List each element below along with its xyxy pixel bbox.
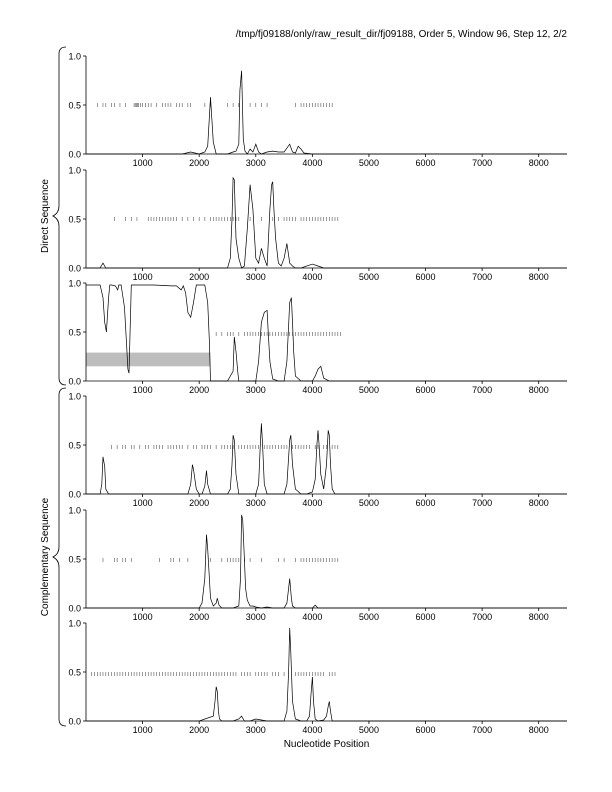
y-tick-label: 0.0: [68, 377, 81, 387]
x-tick-label: 5000: [359, 272, 379, 282]
y-tick-label: 0.5: [68, 668, 81, 678]
x-tick-label: 6000: [416, 725, 436, 735]
x-tick-label: 5000: [359, 498, 379, 508]
x-tick-label: 8000: [529, 158, 549, 168]
y-tick-label: 1.0: [68, 506, 81, 516]
x-tick-label: 8000: [529, 725, 549, 735]
x-tick-label: 6000: [416, 272, 436, 282]
panels: 0.0 0.5 1.0 1000 2000 3000 4000 5000 6000 7000 800…: [68, 52, 567, 750]
y-tick-label: 0.5: [68, 328, 81, 338]
shaded-band: [86, 352, 211, 367]
x-tick-label: 5000: [359, 385, 379, 395]
x-tick-label: 7000: [472, 158, 492, 168]
header-text: /tmp/fj09188/only/raw_result_dir/fj09188…: [236, 29, 568, 40]
panel-4: 0.0 0.5 1.0 1000 2000 3000 4000 5000 6000 7000 800…: [68, 392, 567, 508]
series-line: [86, 423, 567, 495]
y-tick-label: 0.0: [68, 264, 81, 274]
x-tick-label: 2000: [189, 158, 209, 168]
y-tick-label: 1.0: [68, 619, 81, 629]
x-axis-label: Nucleotide Position: [284, 739, 370, 750]
y-tick-label: 0.0: [68, 717, 81, 727]
panel-5: 0.0 0.5 1.0 1000 2000 3000 4000 5000 6000 7000 800…: [68, 506, 567, 622]
x-tick-label: 3000: [246, 498, 266, 508]
y-tick-label: 0.5: [68, 215, 81, 225]
x-tick-label: 2000: [189, 725, 209, 735]
series-line: [86, 70, 567, 155]
x-tick-label: 1000: [133, 158, 153, 168]
y-tick-label: 0.5: [68, 555, 81, 565]
y-tick-label: 0.0: [68, 604, 81, 614]
x-tick-label: 4000: [302, 725, 322, 735]
x-tick-label: 7000: [472, 272, 492, 282]
x-tick-label: 1000: [133, 498, 153, 508]
series-line: [86, 627, 567, 722]
y-tick-label: 1.0: [68, 279, 81, 289]
x-tick-label: 8000: [529, 612, 549, 622]
panel-2: 0.0 0.5 1.0 1000 2000 3000 4000 5000 6000 7000 800…: [68, 166, 567, 282]
x-tick-label: 6000: [416, 612, 436, 622]
x-tick-label: 6000: [416, 385, 436, 395]
x-tick-label: 3000: [246, 158, 266, 168]
x-tick-label: 4000: [302, 272, 322, 282]
y-tick-label: 0.0: [68, 490, 81, 500]
y-tick-label: 0.5: [68, 441, 81, 451]
panel-3: 0.0 0.5 1.0 1000 2000 3000 4000 5000 6000 7000 800…: [68, 279, 567, 395]
x-tick-label: 4000: [302, 612, 322, 622]
x-tick-label: 7000: [472, 725, 492, 735]
x-tick-label: 4000: [302, 385, 322, 395]
x-tick-label: 2000: [189, 498, 209, 508]
x-tick-label: 7000: [472, 385, 492, 395]
series-line: [86, 176, 567, 269]
panel-1: 0.0 0.5 1.0 1000 2000 3000 4000 5000 6000 7000 800…: [68, 52, 567, 168]
x-tick-label: 8000: [529, 498, 549, 508]
series-line: [86, 514, 567, 609]
y-tick-label: 1.0: [68, 166, 81, 176]
x-tick-label: 1000: [133, 725, 153, 735]
x-tick-label: 3000: [246, 272, 266, 282]
series-line: [86, 284, 567, 382]
x-tick-label: 8000: [529, 385, 549, 395]
x-tick-label: 3000: [246, 725, 266, 735]
x-tick-label: 2000: [189, 612, 209, 622]
y-tick-label: 0.0: [68, 150, 81, 160]
x-tick-label: 5000: [359, 725, 379, 735]
panel-6: 0.0 0.5 1.0 1000 2000 3000 4000 5000 6000 7000 800…: [68, 619, 567, 750]
x-tick-label: 5000: [359, 158, 379, 168]
x-tick-label: 6000: [416, 158, 436, 168]
x-tick-label: 7000: [472, 612, 492, 622]
x-tick-label: 1000: [133, 385, 153, 395]
brace-direct: [52, 46, 67, 386]
x-tick-label: 3000: [246, 612, 266, 622]
x-tick-label: 4000: [302, 158, 322, 168]
x-tick-label: 2000: [189, 385, 209, 395]
group-label-direct: Direct Sequence: [40, 179, 51, 253]
x-tick-label: 7000: [472, 498, 492, 508]
x-tick-label: 5000: [359, 612, 379, 622]
x-tick-label: 4000: [302, 498, 322, 508]
brace-complementary: [52, 387, 67, 727]
x-tick-label: 1000: [133, 272, 153, 282]
x-tick-label: 2000: [189, 272, 209, 282]
x-tick-label: 8000: [529, 272, 549, 282]
x-tick-label: 6000: [416, 498, 436, 508]
y-tick-label: 1.0: [68, 52, 81, 62]
group-label-complementary: Complementary Sequence: [40, 497, 51, 616]
y-tick-label: 1.0: [68, 392, 81, 402]
x-tick-label: 1000: [133, 612, 153, 622]
x-tick-label: 3000: [246, 385, 266, 395]
y-tick-label: 0.5: [68, 101, 81, 111]
